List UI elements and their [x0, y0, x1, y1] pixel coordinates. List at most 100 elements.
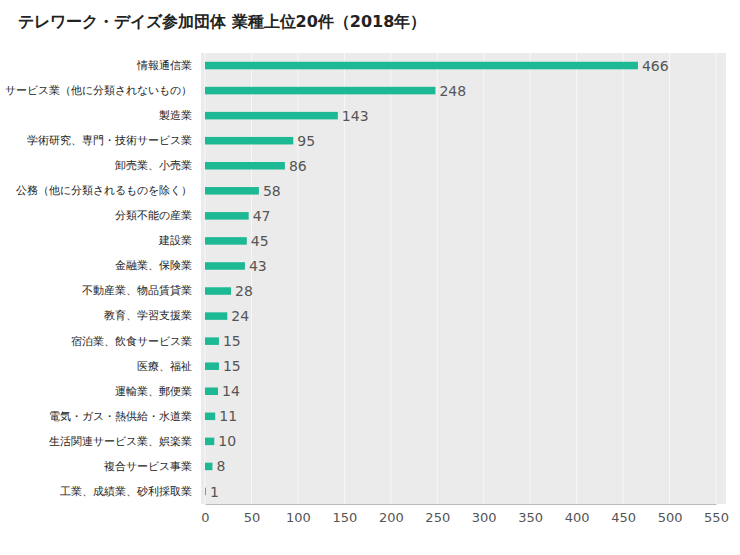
grid-line	[716, 53, 717, 504]
bar	[205, 463, 212, 471]
y-tick-label: 建設業	[158, 234, 192, 246]
bar	[205, 312, 227, 320]
y-tick-label: 宿泊業、飲食サービス業	[71, 334, 192, 346]
x-tick: 450	[611, 504, 636, 525]
grid-line	[623, 53, 624, 504]
bar	[205, 162, 285, 170]
bar	[205, 387, 218, 395]
x-tick: 100	[286, 504, 311, 525]
y-tick: 不動産業、物品賃貸業	[82, 284, 201, 296]
data-label: 14	[222, 383, 240, 399]
bar	[205, 87, 435, 95]
bar	[205, 337, 219, 345]
y-tick: 製造業	[159, 109, 201, 121]
bar	[205, 62, 638, 70]
y-tick: 分類不能の産業	[115, 209, 201, 221]
y-tick: 学術研究、専門・技術サービス業	[27, 134, 201, 146]
data-label: 11	[219, 408, 237, 424]
data-label: 10	[218, 433, 236, 449]
y-tick-label: 電気・ガス・熱供給・水道業	[49, 410, 192, 422]
data-label: 45	[251, 233, 269, 249]
data-label: 15	[223, 333, 241, 349]
x-tick-label: 300	[472, 510, 497, 525]
x-axis-line	[206, 504, 717, 505]
chart: テレワーク・デイズ参加団体 業種上位20件（2018年） 466 248 143 95 8…	[0, 0, 740, 555]
y-tick-label: 情報通信業	[136, 59, 192, 71]
bar	[205, 287, 231, 295]
data-label: 1	[210, 484, 219, 500]
y-tick: 卸売業、小売業	[115, 159, 201, 171]
bar	[205, 112, 338, 120]
data-label: 95	[297, 133, 315, 149]
grid	[205, 53, 716, 504]
data-label: 248	[439, 83, 466, 99]
x-tick: 200	[379, 504, 404, 525]
y-tick: 情報通信業	[136, 59, 201, 71]
x-tick-label: 50	[244, 510, 261, 525]
y-tick: 教育、学習支援業	[104, 309, 201, 321]
x-tick: 550	[704, 504, 729, 525]
x-tick: 350	[518, 504, 543, 525]
grid-line	[251, 53, 252, 504]
y-tick-label: 公務（他に分類されるものを除く）	[16, 184, 192, 196]
bar	[205, 237, 247, 245]
x-tick: 500	[658, 504, 683, 525]
data-label: 466	[642, 58, 669, 74]
y-axis: 情報通信業サービス業（他に分類されないもの） 製造業学術研究、専門・技術サービス業…	[5, 59, 201, 497]
x-tick-label: 350	[518, 510, 543, 525]
y-tick-label: 卸売業、小売業	[115, 159, 192, 171]
data-label: 47	[253, 208, 271, 224]
grid-line	[530, 53, 531, 504]
data-labels: 4662481439586584745432824151514111081	[210, 58, 669, 500]
y-tick-label: 複合サービス事業	[104, 460, 192, 472]
y-tick-label: 医療、福祉	[137, 360, 192, 372]
x-tick-label: 500	[658, 510, 683, 525]
x-tick: 400	[565, 504, 590, 525]
grid-line	[483, 53, 484, 504]
y-tick-label: 教育、学習支援業	[104, 309, 192, 321]
x-tick-label: 150	[332, 510, 357, 525]
data-label: 58	[263, 183, 281, 199]
data-label: 86	[289, 158, 307, 174]
y-tick: 医療、福祉	[137, 360, 201, 372]
bar	[205, 488, 206, 496]
bar	[205, 413, 215, 421]
y-tick-label: 金融業、保険業	[115, 259, 192, 271]
x-tick-label: 0	[201, 510, 209, 525]
y-tick: 複合サービス事業	[104, 460, 201, 472]
y-tick-label: 製造業	[159, 109, 192, 121]
bars	[205, 62, 638, 495]
grid-line	[205, 53, 206, 504]
y-tick-label: 工業、成績業、砂利採取業	[60, 485, 192, 497]
x-tick-label: 200	[379, 510, 404, 525]
grid-line	[576, 53, 577, 504]
data-label: 15	[223, 358, 241, 374]
grid-line	[437, 53, 438, 504]
y-tick-label: 運輸業、郵便業	[115, 385, 192, 397]
title: テレワーク・デイズ参加団体 業種上位20件（2018年）	[18, 12, 426, 31]
x-tick: 50	[244, 504, 261, 525]
y-tick: 公務（他に分類されるものを除く）	[16, 184, 201, 196]
x-tick-label: 400	[565, 510, 590, 525]
y-tick-label: 生活関連サービス業、娯楽業	[49, 435, 192, 447]
x-tick: 0	[201, 504, 209, 525]
bar	[205, 362, 219, 370]
grid-line	[297, 53, 298, 504]
y-tick: サービス業（他に分類されないもの）	[5, 84, 201, 96]
y-tick-label: 学術研究、専門・技術サービス業	[27, 134, 192, 146]
grid-line	[390, 53, 391, 504]
data-label: 143	[342, 108, 369, 124]
data-label: 8	[216, 458, 225, 474]
grid-line	[669, 53, 670, 504]
bar	[205, 262, 245, 270]
y-tick: 工業、成績業、砂利採取業	[60, 485, 201, 497]
y-tick: 建設業	[158, 234, 201, 246]
bar	[205, 187, 259, 195]
plot-background	[201, 53, 726, 504]
bar	[205, 212, 249, 220]
x-axis: 050100150200250300350400450500550	[201, 504, 729, 525]
y-tick: 金融業、保険業	[115, 259, 201, 271]
x-tick-label: 450	[611, 510, 636, 525]
y-tick-label: 分類不能の産業	[115, 209, 192, 221]
x-tick: 150	[332, 504, 357, 525]
